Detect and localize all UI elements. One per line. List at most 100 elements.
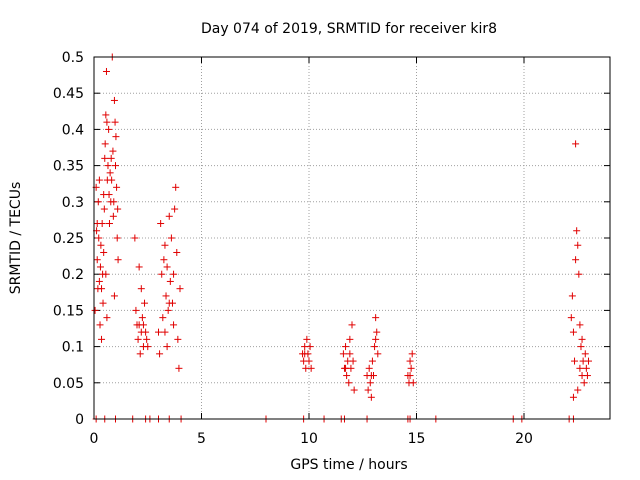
grid-lines [94,57,610,419]
data-point [98,285,106,293]
data-point [409,379,417,387]
data-point [91,306,99,314]
data-point [97,241,105,249]
data-point [109,212,117,220]
data-point [366,379,374,387]
data-point [100,248,108,256]
data-point [368,357,376,365]
data-point [103,314,111,322]
x-tick-label: 15 [408,431,426,447]
y-tick-label: 0.25 [53,231,84,247]
data-point [100,191,108,199]
x-tick-label: 0 [90,431,99,447]
data-point [367,393,375,401]
data-point [102,111,110,119]
data-point [109,147,117,155]
data-point [339,350,347,358]
data-point [161,328,169,336]
data-point [577,343,585,351]
data-point [572,140,580,148]
data-point [135,263,143,271]
data-point [305,357,313,365]
data-point [110,198,118,206]
data-point [372,314,380,322]
data-point [166,277,174,285]
data-point [407,364,415,372]
data-point [571,357,579,365]
data-point [160,256,168,264]
y-tick-label: 0.2 [62,267,84,283]
y-tick-label: 0.5 [62,50,84,66]
data-point [345,379,353,387]
y-tick-label: 0.05 [53,376,84,392]
y-axis-label: SRMTID / TECUs [8,182,24,295]
data-point [170,270,178,278]
data-point [342,364,350,372]
data-point [95,176,103,184]
data-point [110,96,118,104]
data-point [112,133,120,141]
data-point [137,285,145,293]
data-point [162,292,170,300]
data-point [167,234,175,242]
data-point [374,350,382,358]
data-point [95,277,103,285]
data-point [367,372,375,380]
data-point [348,321,356,329]
x-tick-label: 20 [515,431,533,447]
data-point [98,335,106,343]
data-point [574,386,582,394]
data-point [163,343,171,351]
data-point [96,263,104,271]
y-tick-label: 0.15 [53,303,84,319]
data-point [581,350,589,358]
data-point [306,343,314,351]
data-point [349,357,357,365]
data-point [583,372,591,380]
data-point [136,350,144,358]
data-point [576,364,584,372]
data-point [568,292,576,300]
data-point [163,263,171,271]
data-point [94,198,102,206]
data-point [372,335,380,343]
data-point [406,372,414,380]
y-tick-label: 0 [75,412,84,428]
data-point [580,379,588,387]
x-axis-label: GPS time / hours [290,457,407,473]
data-point [175,364,183,372]
data-point [303,335,311,343]
data-point [110,292,118,300]
data-point [102,67,110,75]
y-tick-label: 0.45 [53,86,84,102]
data-point [173,248,181,256]
data-point [143,335,151,343]
data-point [157,220,165,228]
data-point [95,234,103,242]
data-point [165,212,173,220]
data-point [114,256,122,264]
data-point [585,357,592,365]
data-point [113,183,121,191]
data-point [134,335,142,343]
data-point [365,364,373,372]
data-point [301,350,309,358]
y-tick-label: 0.1 [62,340,84,356]
data-point [139,321,147,329]
y-tick-label: 0.3 [62,195,84,211]
data-point [93,256,101,264]
data-point [156,350,164,358]
data-point [172,183,180,191]
y-tick-label: 0.35 [53,159,84,175]
data-point [575,270,583,278]
data-point [572,256,580,264]
data-point [408,350,416,358]
data-point [567,314,575,322]
data-point [101,140,109,148]
data-point [176,285,184,293]
data-point [164,306,172,314]
data-point [342,343,350,351]
data-point [132,306,140,314]
data-point [578,335,586,343]
data-point [96,321,104,329]
